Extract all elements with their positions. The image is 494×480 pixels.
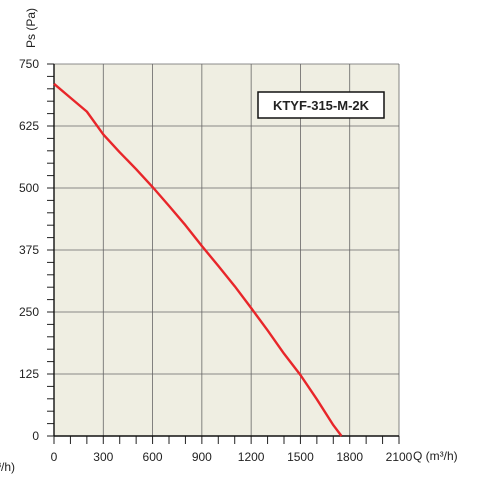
series-line bbox=[53, 82, 343, 437]
legend-box: KTYF-315-M-2K bbox=[257, 91, 385, 119]
y-tick-label: 500 bbox=[19, 181, 39, 195]
series-layer bbox=[53, 82, 343, 437]
x-axis-label: Q (m³/h) bbox=[413, 449, 458, 463]
x-tick-labels: 0 300 600 900 1200 1500 1800 2100 bbox=[51, 450, 413, 464]
x-tick-label: 900 bbox=[192, 450, 212, 464]
y-tick-label: 125 bbox=[19, 367, 39, 381]
x-tick-label: 1200 bbox=[238, 450, 265, 464]
x-tick-label: 2100 bbox=[386, 450, 413, 464]
x-axis-label-fragment: ³/h) bbox=[0, 460, 15, 474]
x-tick-label: 0 bbox=[51, 450, 58, 464]
minor-ticks bbox=[47, 63, 400, 444]
y-tick-label: 375 bbox=[19, 243, 39, 257]
y-tick-labels: 0 125 250 375 500 625 750 bbox=[19, 57, 39, 443]
y-tick-label: 625 bbox=[19, 119, 39, 133]
y-tick-label: 250 bbox=[19, 305, 39, 319]
grid-lines bbox=[54, 63, 400, 436]
x-tick-label: 1800 bbox=[336, 450, 363, 464]
x-tick-label: 600 bbox=[143, 450, 163, 464]
y-axis-label: Ps (Pa) bbox=[24, 8, 38, 48]
y-tick-label: 750 bbox=[19, 57, 39, 71]
x-tick-label: 1500 bbox=[287, 450, 314, 464]
legend-label: KTYF-315-M-2K bbox=[273, 98, 370, 113]
x-tick-label: 300 bbox=[93, 450, 113, 464]
y-tick-label: 0 bbox=[32, 429, 39, 443]
